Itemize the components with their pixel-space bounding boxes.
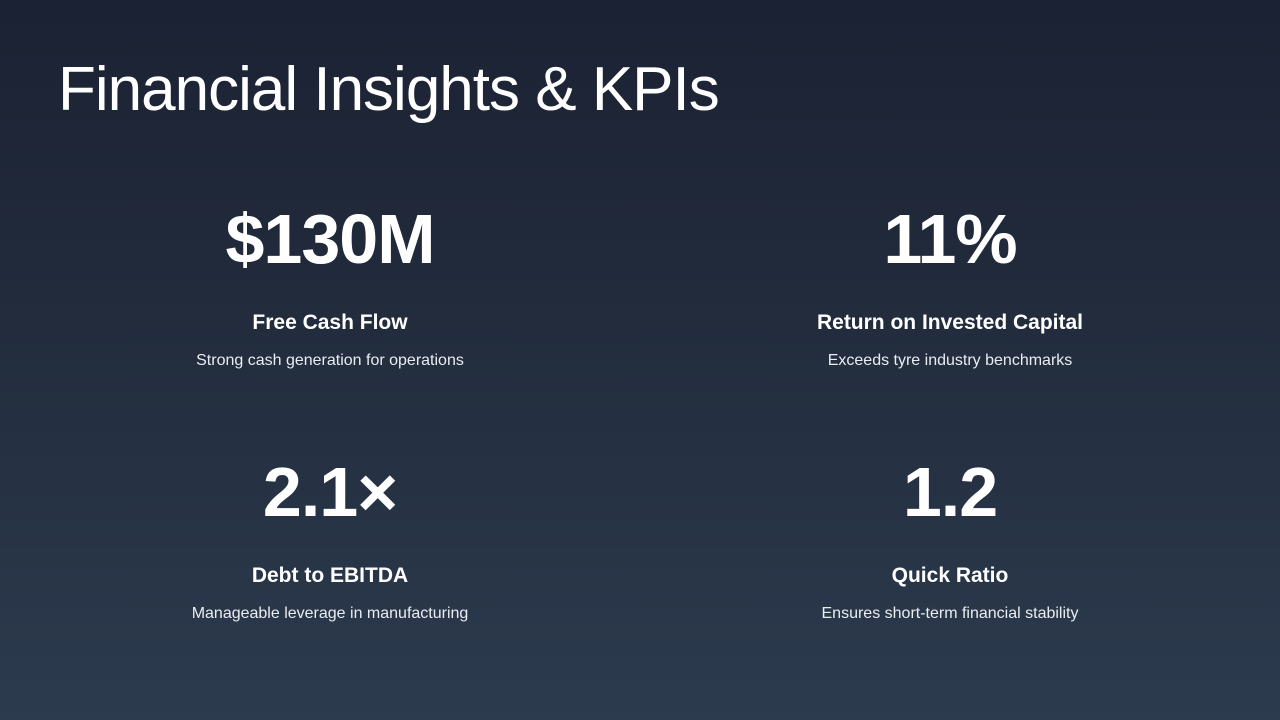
- kpi-value: 11%: [883, 200, 1017, 278]
- kpi-description: Exceeds tyre industry benchmarks: [827, 352, 1073, 369]
- kpi-card-return-on-invested-capital: 11% Return on Invested Capital Exceeds t…: [690, 199, 1210, 371]
- kpi-description: Strong cash generation for operations: [196, 352, 464, 369]
- kpi-label: Free Cash Flow: [252, 311, 408, 334]
- slide-title: Financial Insights & KPIs: [58, 55, 720, 124]
- kpi-description: Ensures short-term financial stability: [821, 605, 1079, 622]
- kpi-label: Debt to EBITDA: [251, 564, 409, 587]
- kpi-value: $130M: [225, 200, 435, 278]
- kpi-value: 1.2: [902, 453, 998, 531]
- kpi-card-quick-ratio: 1.2 Quick Ratio Ensures short-term finan…: [690, 452, 1210, 624]
- kpi-value: 2.1×: [262, 453, 398, 531]
- kpi-label: Return on Invested Capital: [816, 311, 1084, 334]
- kpi-card-debt-to-ebitda: 2.1× Debt to EBITDA Manageable leverage …: [70, 452, 590, 624]
- kpi-card-free-cash-flow: $130M Free Cash Flow Strong cash generat…: [70, 199, 590, 371]
- kpi-label: Quick Ratio: [891, 564, 1009, 587]
- kpi-description: Manageable leverage in manufacturing: [191, 605, 469, 622]
